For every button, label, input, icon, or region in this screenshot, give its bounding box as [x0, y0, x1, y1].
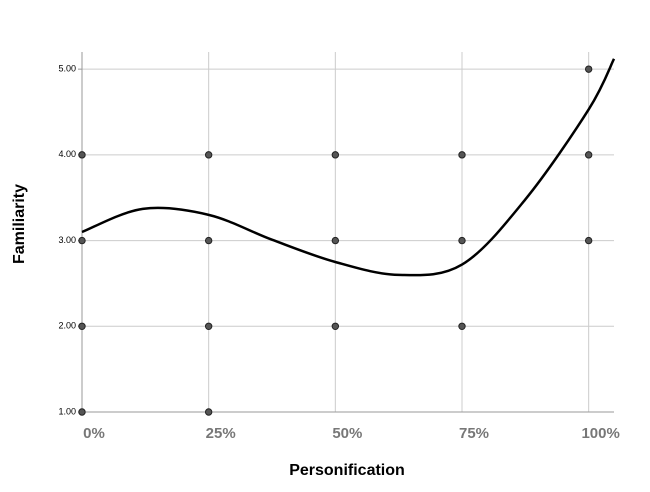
y-tick-label: 3.00	[58, 235, 76, 245]
point	[584, 236, 593, 245]
point	[331, 322, 340, 330]
x-tick-label: 0%	[83, 425, 105, 442]
point	[204, 236, 213, 245]
point	[78, 322, 86, 330]
point	[78, 236, 86, 245]
y-tick-label: 5.00	[58, 64, 76, 74]
point	[204, 151, 213, 159]
point	[78, 151, 86, 159]
y-tick-label: 1.00	[58, 406, 76, 416]
point	[331, 151, 340, 159]
point	[204, 322, 213, 330]
point	[458, 236, 466, 245]
x-tick-label: 100%	[581, 425, 619, 442]
x-tick-label: 50%	[332, 425, 362, 442]
point	[584, 151, 593, 159]
y-tick-label: 2.00	[58, 321, 76, 331]
y-tick-label: 4.00	[58, 149, 76, 159]
x-tick-label: 25%	[206, 425, 236, 442]
point	[458, 322, 466, 330]
x-axis-title: Personification	[289, 462, 405, 479]
point	[204, 408, 213, 416]
point	[331, 236, 340, 245]
fit-line	[81, 58, 616, 277]
point	[584, 65, 593, 73]
y-axis-title: Familiarity	[11, 184, 28, 264]
x-tick-label: 75%	[459, 425, 489, 442]
point	[458, 151, 466, 159]
point	[78, 408, 86, 416]
